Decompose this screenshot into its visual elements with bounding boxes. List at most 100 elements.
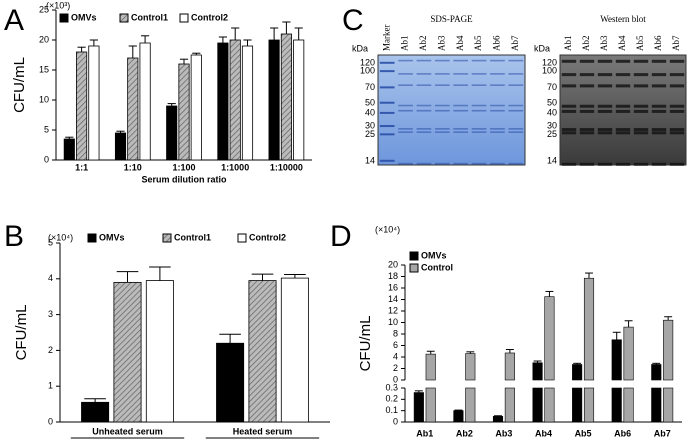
gel-band bbox=[379, 159, 395, 162]
lane-label: Ab7 bbox=[510, 35, 520, 51]
gel-band bbox=[398, 128, 413, 130]
gel-band bbox=[597, 73, 613, 77]
gel-band bbox=[633, 131, 649, 135]
gel-band bbox=[379, 111, 395, 114]
bar-lower bbox=[504, 387, 515, 423]
gel-band bbox=[651, 73, 667, 77]
gel-band bbox=[434, 162, 450, 165]
y-unit: (×10⁴) bbox=[48, 232, 73, 242]
y-tick-label: 16 bbox=[388, 282, 398, 292]
y-tick-label: 15 bbox=[39, 64, 49, 74]
gel-band bbox=[651, 109, 667, 113]
marker-label: 50 bbox=[547, 97, 557, 107]
marker-label: 70 bbox=[365, 82, 375, 92]
gel-band bbox=[579, 131, 595, 135]
y-tick-label: 4 bbox=[393, 351, 398, 361]
gel-band bbox=[615, 109, 631, 113]
bar-lower bbox=[544, 387, 555, 423]
gel-band bbox=[453, 131, 469, 133]
bar bbox=[178, 63, 190, 161]
gel-band bbox=[561, 131, 577, 135]
x-tick-label: 1:100 bbox=[172, 162, 195, 172]
bar-lower bbox=[453, 410, 464, 423]
x-tick-label: Ab6 bbox=[614, 428, 631, 438]
gel-band bbox=[416, 131, 432, 133]
gel-band bbox=[398, 59, 413, 62]
gel-band bbox=[490, 104, 505, 107]
gel-band bbox=[398, 104, 413, 107]
bar bbox=[127, 57, 139, 161]
gel-band bbox=[490, 128, 505, 130]
bar bbox=[145, 280, 174, 423]
bar-lower bbox=[611, 387, 622, 423]
gel-band bbox=[597, 104, 613, 108]
gel-band bbox=[490, 59, 505, 62]
y-tick-label: 10 bbox=[388, 317, 398, 327]
gel-band bbox=[597, 109, 613, 113]
gel-band bbox=[398, 84, 413, 86]
gel-band bbox=[434, 128, 450, 130]
gel-band bbox=[561, 59, 577, 63]
x-tick-label: Heated serum bbox=[233, 426, 293, 436]
lane-label: Ab7 bbox=[671, 35, 681, 51]
gel-band bbox=[651, 84, 667, 88]
gel-band bbox=[633, 128, 649, 132]
marker-label: 14 bbox=[547, 155, 557, 165]
gel-band bbox=[471, 109, 487, 112]
gel-band bbox=[561, 128, 577, 132]
gel-band bbox=[434, 131, 450, 133]
gel-band bbox=[453, 59, 469, 62]
x-tick-label: 1:10 bbox=[124, 162, 142, 172]
gel-band bbox=[453, 104, 469, 107]
gel-band bbox=[633, 104, 649, 108]
bar-upper bbox=[504, 352, 515, 381]
legend-label: OMVs bbox=[99, 232, 125, 242]
legend-label: Control1 bbox=[174, 232, 211, 242]
lane-label: Ab5 bbox=[473, 35, 483, 51]
marker-label: 30 bbox=[547, 121, 557, 131]
gel-band bbox=[651, 104, 667, 108]
bar-upper bbox=[611, 339, 622, 381]
gel-band bbox=[633, 73, 649, 77]
gel-band bbox=[633, 84, 649, 88]
gel-band bbox=[651, 162, 667, 166]
gel-band bbox=[434, 59, 450, 62]
x-axis-title: Serum dilution ratio bbox=[141, 174, 227, 184]
bar bbox=[63, 138, 75, 161]
gel-band bbox=[471, 162, 487, 165]
gel-band bbox=[508, 73, 524, 75]
marker-label: 40 bbox=[547, 107, 557, 117]
lane-label: Ab4 bbox=[617, 35, 627, 51]
gel-band bbox=[508, 131, 524, 133]
gel-band bbox=[561, 162, 577, 166]
bar bbox=[217, 42, 229, 161]
gel-band bbox=[434, 104, 450, 107]
gel-band bbox=[398, 131, 413, 133]
y-tick-label: 0 bbox=[48, 416, 53, 426]
gel-band bbox=[579, 104, 595, 108]
marker-label: 40 bbox=[365, 107, 375, 117]
gel-title: SDS-PAGE bbox=[430, 14, 473, 24]
gel-title: Western blot bbox=[600, 14, 646, 24]
gel-band bbox=[669, 162, 685, 166]
bar bbox=[113, 281, 142, 423]
lane-label: Marker bbox=[381, 25, 391, 52]
gel-band bbox=[379, 125, 395, 128]
gel-band bbox=[508, 128, 524, 130]
gel-band bbox=[453, 73, 469, 75]
bar-lower bbox=[413, 392, 424, 423]
gel-band bbox=[508, 104, 524, 107]
lane-label: Ab5 bbox=[635, 35, 645, 51]
y-tick-label: 0.2 bbox=[385, 394, 398, 404]
gel-band bbox=[471, 104, 487, 107]
gel-band bbox=[579, 73, 595, 77]
gel-band bbox=[633, 59, 649, 63]
gel-band bbox=[669, 84, 685, 88]
x-tick-label: Ab3 bbox=[495, 428, 512, 438]
axis-break bbox=[397, 381, 684, 387]
bar-lower bbox=[532, 387, 543, 423]
gel-band bbox=[434, 84, 450, 86]
gel-band bbox=[471, 73, 487, 75]
bar-lower bbox=[663, 387, 674, 423]
gel-band bbox=[453, 162, 469, 165]
